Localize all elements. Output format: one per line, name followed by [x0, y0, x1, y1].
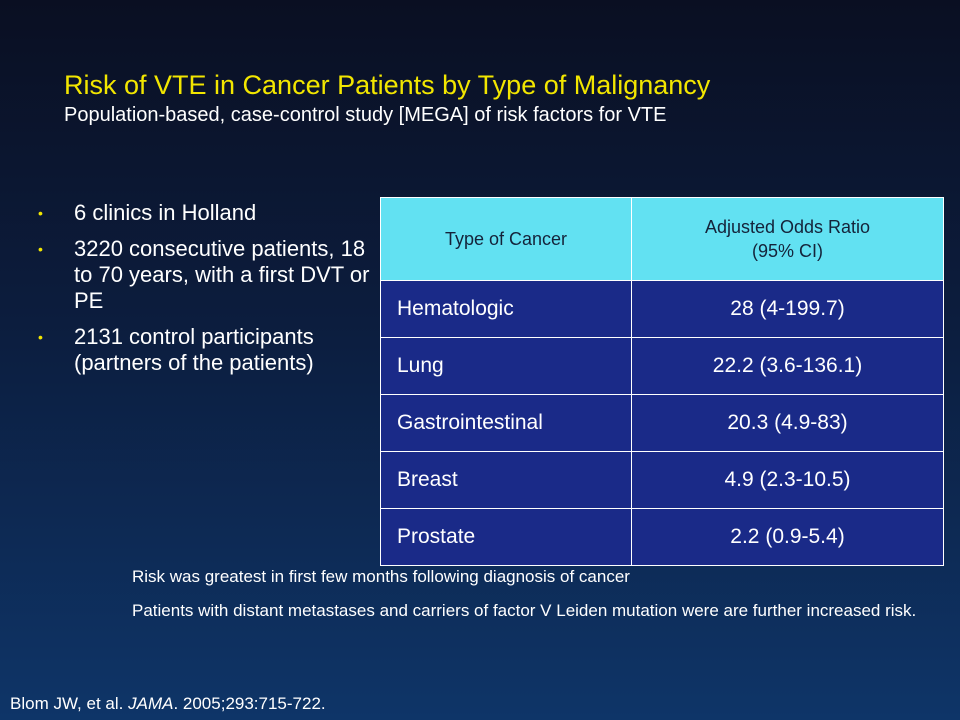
cell-cancer-type: Gastrointestinal [380, 394, 632, 452]
cell-cancer-type: Prostate [380, 508, 632, 566]
bullet-icon: • [38, 241, 43, 257]
table-row: Prostate 2.2 (0.9-5.4) [380, 508, 944, 566]
table-row: Gastrointestinal 20.3 (4.9-83) [380, 394, 944, 452]
odds-ratio-table: Type of Cancer Adjusted Odds Ratio (95% … [380, 197, 944, 566]
cell-cancer-type: Lung [380, 337, 632, 395]
bullet-text: 3220 consecutive patients, 18 to 70 year… [74, 236, 370, 313]
citation-journal: JAMA [128, 694, 174, 713]
bullet-item: • 6 clinics in Holland [38, 200, 372, 226]
header-or-label: Adjusted Odds Ratio [704, 217, 871, 237]
citation-authors: Blom JW, et al. [10, 694, 124, 713]
title-block: Risk of VTE in Cancer Patients by Type o… [64, 68, 944, 128]
cell-cancer-type: Breast [380, 451, 632, 509]
cell-odds-ratio: 20.3 (4.9-83) [631, 394, 944, 452]
notes-block: Risk was greatest in first few months fo… [132, 566, 932, 634]
citation: Blom JW, et al. JAMA. 2005;293:715-722. [10, 693, 326, 715]
bullet-text: 6 clinics in Holland [74, 200, 257, 225]
header-type-of-cancer: Type of Cancer [380, 197, 632, 281]
bullet-icon: • [38, 205, 43, 221]
table-row: Lung 22.2 (3.6-136.1) [380, 337, 944, 395]
header-ci-label: (95% CI) [751, 241, 823, 261]
bullet-item: • 2131 control participants (partners of… [38, 324, 372, 376]
slide-title: Risk of VTE in Cancer Patients by Type o… [64, 70, 711, 100]
cell-cancer-type: Hematologic [380, 280, 632, 338]
table-row: Hematologic 28 (4-199.7) [380, 280, 944, 338]
note-text: Risk was greatest in first few months fo… [132, 567, 630, 586]
cell-odds-ratio: 22.2 (3.6-136.1) [631, 337, 944, 395]
cell-odds-ratio: 2.2 (0.9-5.4) [631, 508, 944, 566]
header-adjusted-odds-ratio: Adjusted Odds Ratio (95% CI) [631, 197, 944, 281]
bullet-list: • 6 clinics in Holland • 3220 consecutiv… [38, 200, 372, 386]
bullet-text: 2131 control participants (partners of t… [74, 324, 314, 375]
note-text: Patients with distant metastases and car… [132, 601, 917, 620]
table-header-row: Type of Cancer Adjusted Odds Ratio (95% … [380, 197, 944, 281]
table-row: Breast 4.9 (2.3-10.5) [380, 451, 944, 509]
cell-odds-ratio: 4.9 (2.3-10.5) [631, 451, 944, 509]
bullet-item: • 3220 consecutive patients, 18 to 70 ye… [38, 236, 372, 314]
citation-details: . 2005;293:715-722. [173, 694, 326, 713]
bullet-icon: • [38, 329, 43, 345]
slide-subtitle: Population-based, case-control study [ME… [64, 104, 667, 126]
cell-odds-ratio: 28 (4-199.7) [631, 280, 944, 338]
